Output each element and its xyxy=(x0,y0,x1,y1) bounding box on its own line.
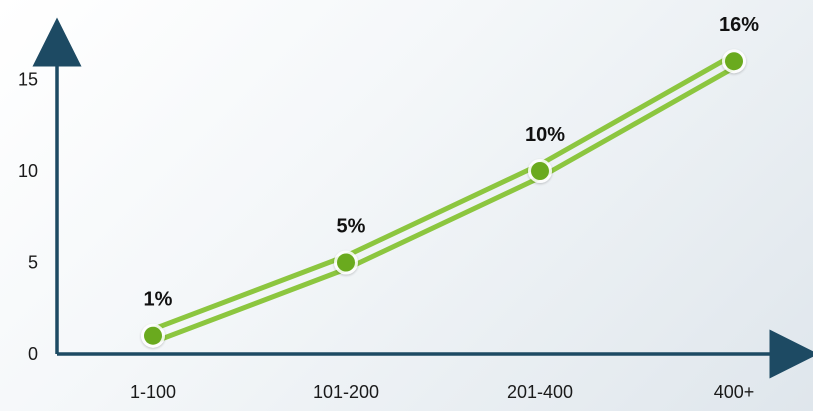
y-tick-label: 5 xyxy=(28,253,38,273)
data-label: 1% xyxy=(144,289,173,311)
data-point xyxy=(144,326,162,345)
series-lines xyxy=(150,52,737,345)
data-points xyxy=(141,49,746,348)
series-line xyxy=(150,65,737,345)
x-tick-label: 201-400 xyxy=(507,382,573,402)
data-labels: 1% 5% 10% 16% xyxy=(144,14,760,311)
data-point xyxy=(725,52,743,71)
data-point xyxy=(337,253,355,272)
tick-labels: 0 5 10 15 1-100 101-200 201-400 400+ xyxy=(18,70,754,403)
data-label: 16% xyxy=(719,14,759,36)
x-tick-label: 1-100 xyxy=(130,382,176,402)
data-label: 5% xyxy=(337,216,366,238)
y-tick-label: 15 xyxy=(18,70,38,90)
x-tick-label: 400+ xyxy=(714,382,755,402)
x-tick-label: 101-200 xyxy=(313,382,379,402)
y-tick-label: 0 xyxy=(28,344,38,364)
y-tick-label: 10 xyxy=(18,161,38,181)
axes xyxy=(32,17,813,379)
data-label: 10% xyxy=(525,124,565,146)
data-point xyxy=(531,162,549,180)
series-line xyxy=(150,52,737,332)
